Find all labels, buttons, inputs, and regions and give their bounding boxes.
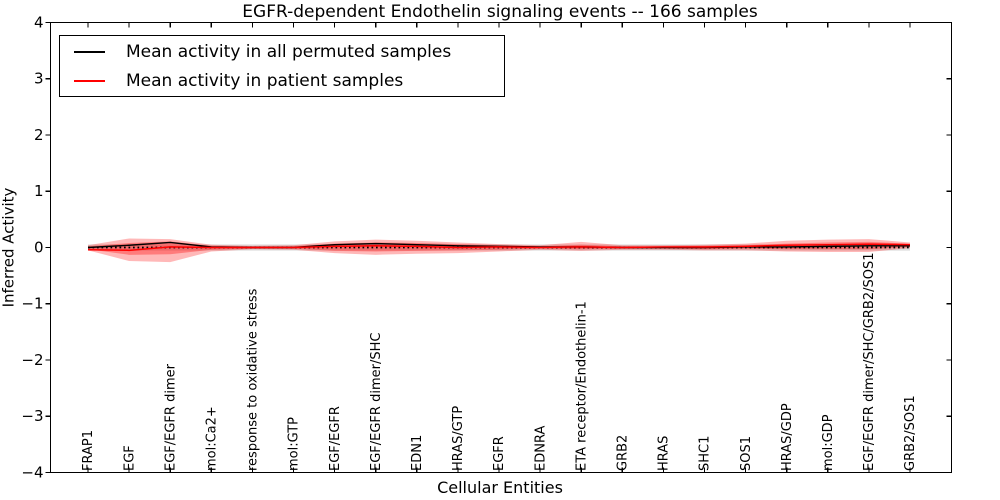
x-tick-label: EGF (122, 445, 137, 471)
permuted-line-swatch (74, 50, 105, 53)
x-tick-label: HRAS/GDP (780, 403, 795, 471)
legend-entry-permuted: Mean activity in all permuted samples (60, 38, 504, 65)
chart-title: EGFR-dependent Endothelin signaling even… (242, 2, 758, 22)
x-tick-label: HRAS/GTP (451, 406, 466, 471)
x-tick-label: mol:GTP (287, 417, 302, 471)
legend-entry-patient: Mean activity in patient samples (60, 67, 504, 94)
band-patient-activity-range-outer (88, 238, 910, 263)
x-tick-label: EGF/EGFR dimer/SHC/GRB2/SOS1 (862, 253, 877, 472)
y-tick-label: 1 (34, 182, 44, 200)
x-axis-label: Cellular Entities (437, 478, 563, 497)
x-tick-label: GRB2/SOS1 (903, 395, 918, 471)
x-tick-label: EGF/EGFR (328, 406, 343, 471)
x-tick-label: FRAP1 (81, 430, 96, 471)
series-line-patient (87, 243, 911, 252)
x-tick-label: EGFR (492, 436, 507, 471)
x-tick-label: EDNRA (533, 426, 548, 471)
x-tick-label: ETA receptor/Endothelin-1 (574, 301, 589, 471)
x-tick-label: mol:GDP (821, 414, 836, 471)
y-tick-label: 2 (34, 126, 44, 144)
legend: Mean activity in all permuted samples Me… (59, 35, 505, 97)
x-tick-label: SOS1 (739, 436, 754, 471)
legend-label-patient: Mean activity in patient samples (126, 70, 404, 91)
y-tick-label: −3 (21, 407, 43, 425)
x-tick-label: response to oxidative stress (246, 288, 261, 471)
y-tick-label: −4 (21, 463, 43, 481)
y-tick-label: 4 (34, 13, 44, 31)
y-tick-label: −2 (21, 351, 43, 369)
legend-label-permuted: Mean activity in all permuted samples (126, 41, 452, 62)
x-tick-label: HRAS (657, 436, 672, 471)
x-tick-label: EDN1 (410, 435, 425, 471)
x-tick-label: mol:Ca2+ (204, 406, 219, 471)
y-tick-label: −1 (21, 295, 43, 313)
patient-line-swatch (74, 79, 105, 82)
y-axis-label: Inferred Activity (0, 187, 18, 308)
x-tick-label: SHC1 (698, 436, 713, 471)
x-tick-label: EGF/EGFR dimer/SHC (369, 333, 384, 471)
y-tick-label: 3 (34, 70, 44, 88)
y-tick-label: 0 (34, 238, 44, 256)
x-tick-label: EGF/EGFR dimer (163, 363, 178, 471)
x-tick-label: GRB2 (615, 435, 630, 471)
